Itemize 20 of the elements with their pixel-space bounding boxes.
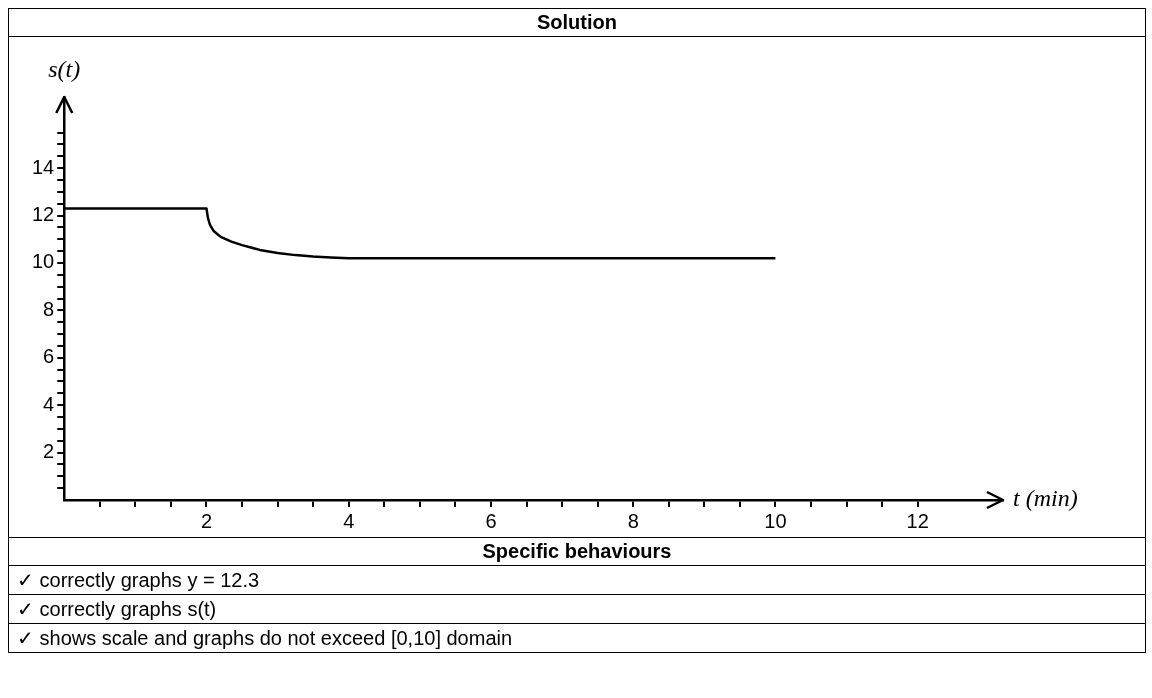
y-axis-title: s(t) <box>48 56 81 83</box>
text: ✓ shows scale and graphs do not exceed [0,10] domain <box>9 623 1145 652</box>
x-tick-label: 6 <box>485 509 497 532</box>
y-tick-label: 8 <box>43 297 55 320</box>
x-tick-label: 10 <box>764 509 787 532</box>
y-tick-label: 2 <box>43 440 55 463</box>
x-tick-label: 12 <box>906 509 929 532</box>
y-tick-label: 12 <box>32 203 55 226</box>
x-tick-label: 2 <box>200 509 213 532</box>
text: Specific behaviours <box>9 537 1145 565</box>
y-tick-label: 4 <box>43 392 55 415</box>
x-axis-title: t (min) <box>1013 485 1078 512</box>
y-tick-label: 14 <box>32 155 55 178</box>
chart-title: Solution <box>536 10 618 35</box>
x-tick-label: 4 <box>343 509 355 532</box>
text: ✓ correctly graphs s(t) <box>9 594 1145 623</box>
y-tick-label: 6 <box>43 345 55 368</box>
text: ✓ correctly graphs y = 12.3 <box>9 565 1145 594</box>
x-tick-label: 8 <box>627 509 639 532</box>
y-tick-label: 10 <box>32 250 55 273</box>
